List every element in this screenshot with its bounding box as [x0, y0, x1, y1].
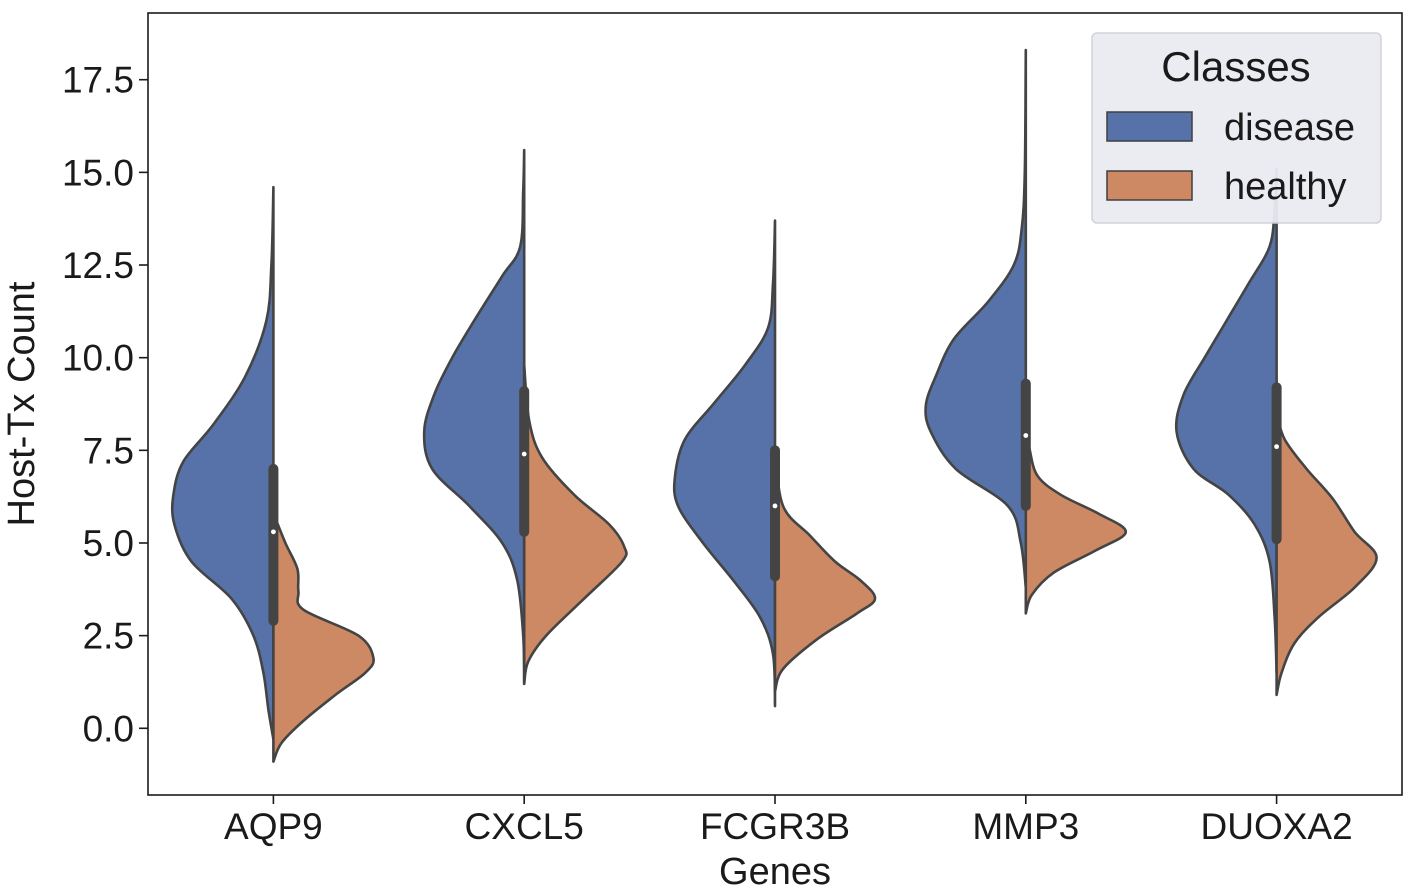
legend-label-healthy: healthy — [1224, 166, 1347, 208]
y-tick-label: 5.0 — [83, 523, 134, 564]
violin-healthy-duoxa2 — [1275, 412, 1378, 697]
y-tick-label: 10.0 — [62, 338, 134, 379]
violin-healthy-mmp3 — [1024, 423, 1128, 615]
violin-healthy-cxcl5 — [522, 363, 628, 686]
violin-disease-cxcl5 — [422, 148, 526, 686]
violin-layer — [170, 48, 1378, 763]
y-axis: 0.0 2.5 5.0 7.5 10.0 12.5 15.0 17.5 — [62, 60, 148, 749]
legend: Classes disease healthy — [1091, 32, 1382, 224]
x-tick-label-mmp3: MMP3 — [972, 806, 1079, 847]
box-median-cxcl5 — [521, 451, 527, 457]
violin-disease-fcgr3b — [672, 219, 777, 708]
y-tick-label: 7.5 — [83, 430, 134, 471]
y-tick-label: 2.5 — [83, 616, 134, 657]
box-median-aqp9 — [271, 529, 276, 535]
legend-swatch-disease — [1106, 111, 1193, 142]
violin-disease-aqp9 — [170, 185, 275, 741]
legend-label-disease: disease — [1224, 107, 1355, 149]
x-tick-label-aqp9: AQP9 — [224, 806, 323, 847]
x-axis: AQP9 CXCL5 FCGR3B MMP3 DUOXA2 — [224, 795, 1353, 847]
y-tick-label: 12.5 — [62, 245, 134, 286]
y-tick-label: 0.0 — [83, 708, 134, 749]
x-axis-title: Genes — [719, 851, 831, 893]
box-median-duoxa2 — [1274, 444, 1279, 450]
y-axis-title: Host-Tx Count — [1, 281, 43, 526]
violin-disease-mmp3 — [924, 48, 1028, 589]
box-layer — [268, 378, 1282, 626]
legend-title: Classes — [1161, 43, 1310, 90]
x-tick-label-cxcl5: CXCL5 — [465, 806, 584, 847]
x-tick-label-duoxa2: DUOXA2 — [1201, 806, 1353, 847]
y-tick-label: 17.5 — [62, 60, 134, 101]
box-median-mmp3 — [1023, 433, 1029, 438]
x-tick-label-fcgr3b: FCGR3B — [700, 806, 850, 847]
box-median-fcgr3b — [772, 503, 778, 509]
y-tick-label: 15.0 — [62, 152, 134, 193]
violin-healthy-fcgr3b — [773, 449, 877, 693]
violin-healthy-aqp9 — [272, 511, 375, 763]
legend-swatch-healthy — [1106, 170, 1193, 201]
violin-disease-duoxa2 — [1174, 167, 1278, 674]
